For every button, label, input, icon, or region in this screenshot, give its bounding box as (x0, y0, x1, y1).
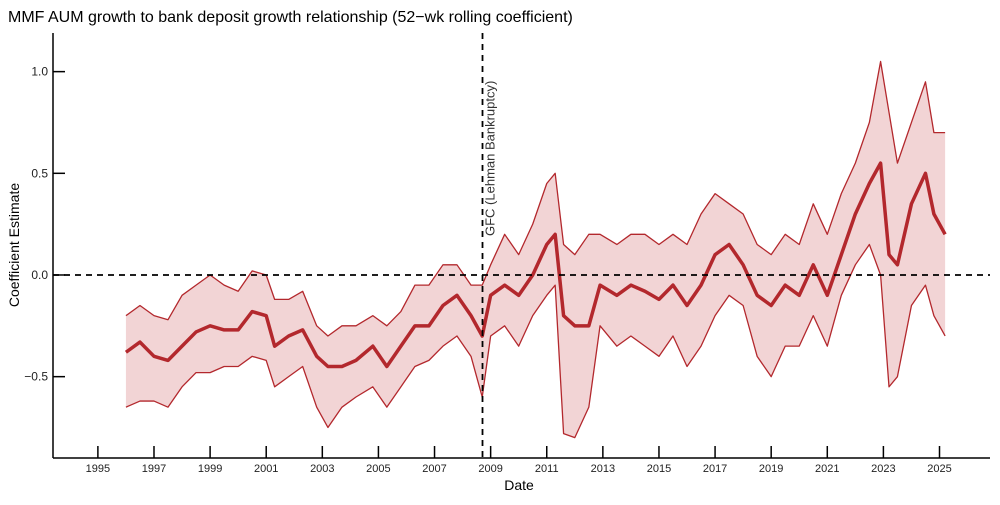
x-tick-label: 2017 (703, 463, 727, 475)
chart-title: MMF AUM growth to bank deposit growth re… (8, 9, 573, 26)
y-axis-label: Coefficient Estimate (6, 183, 22, 307)
y-tick-label: −0.5 (24, 370, 48, 384)
x-tick-label: 2013 (591, 463, 615, 475)
y-tick-label: 1.0 (31, 65, 48, 79)
x-tick-label: 2021 (815, 463, 839, 475)
x-tick-label: 1995 (86, 463, 110, 475)
x-tick-label: 1997 (142, 463, 166, 475)
x-tick-label: 2007 (422, 463, 446, 475)
x-tick-label: 1999 (198, 463, 222, 475)
confidence-band (125, 61, 946, 438)
x-tick-label: 2011 (535, 463, 559, 475)
x-tick-label: 2009 (478, 463, 502, 475)
axes: 1.0 0.5 0.0 −0.5 1995 1997 1999 2001 2003 2005 200… (24, 33, 990, 475)
x-axis-label: Date (504, 477, 534, 493)
x-tick-label: 2019 (759, 463, 783, 475)
x-tick-label: 2003 (310, 463, 334, 475)
x-tick-label: 2001 (254, 463, 278, 475)
x-tick-label: 2015 (647, 463, 671, 475)
x-tick-label: 2025 (927, 463, 951, 475)
y-tick-label: 0.5 (31, 166, 48, 180)
coefficient-line (124, 161, 947, 369)
gfc-annotation-label: GFC (Lehman Bankruptcy) (483, 81, 498, 236)
y-tick-label: 0.0 (31, 268, 48, 282)
confidence-band-layer (125, 61, 946, 438)
reference-layer: GFC (Lehman Bankruptcy) (53, 33, 990, 458)
line-layer (124, 60, 947, 439)
lower-bound-line (125, 243, 946, 439)
x-tick-label: 2005 (366, 463, 390, 475)
x-tick-label: 2023 (871, 463, 895, 475)
upper-bound-line (125, 60, 946, 337)
